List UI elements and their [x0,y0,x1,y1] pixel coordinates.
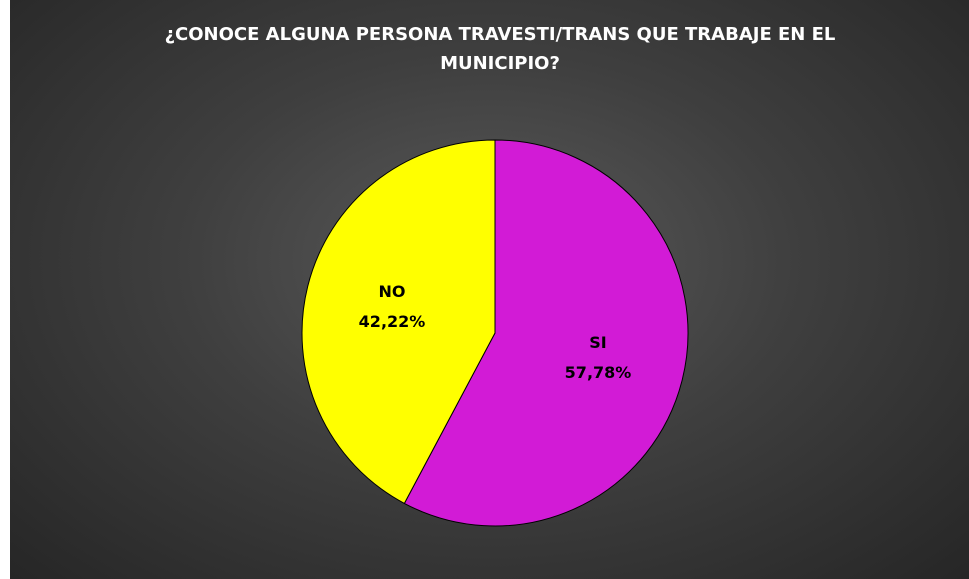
slice-value-label: 42,22% [359,312,426,331]
slice-value-label: 57,78% [565,363,632,382]
chart-title: ¿CONOCE ALGUNA PERSONA TRAVESTI/TRANS QU… [164,24,836,74]
pie-slice [403,139,689,527]
slice-category-label: NO [379,282,406,301]
slice-category-label: SI [589,333,606,352]
pie-slice [301,139,496,505]
